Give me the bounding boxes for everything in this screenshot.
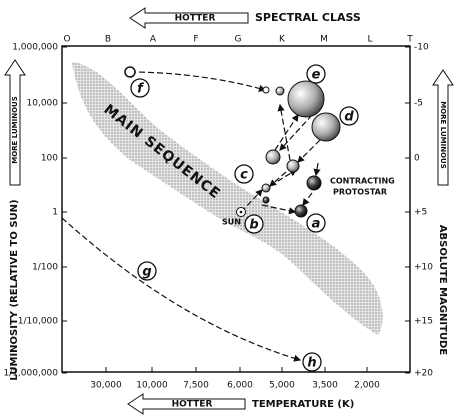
stage-marker [244, 214, 264, 234]
luminosity-label: 100 [41, 154, 58, 164]
stage-label: b [249, 218, 258, 233]
spectral-class: T [406, 35, 413, 45]
axis-title: LUMINOSITY (RELATIVE TO SUN) [9, 199, 20, 380]
stage-label: e [312, 68, 321, 83]
star [286, 159, 300, 173]
track [302, 192, 313, 206]
temperature-label: 3,500 [312, 381, 338, 391]
axis-title: TEMPERATURE (K) [252, 399, 354, 410]
magnitude-label: +5 [414, 208, 427, 218]
arrow-label: MORE LUMINOUS [439, 101, 447, 169]
luminosity-label: 1,000,000 [12, 43, 58, 53]
axis-title: ABSOLUTE MAGNITUDE [437, 225, 448, 356]
temperature-label: 30,000 [90, 381, 122, 391]
stage-label: f [137, 82, 145, 97]
arrow-label: MORE LUMINOUS [11, 96, 19, 164]
track [297, 139, 321, 163]
magnitude-label: +10 [414, 263, 433, 273]
track [240, 189, 263, 213]
star [287, 80, 325, 118]
star [311, 112, 341, 142]
star [262, 86, 270, 94]
spectral-class: G [235, 35, 242, 45]
temperature-label: 10,000 [136, 381, 168, 391]
arrow-label: HOTTER [175, 14, 216, 24]
track [274, 113, 299, 151]
magnitude-label: 0 [414, 154, 420, 164]
luminous-arrow [4, 59, 26, 186]
protostar [306, 175, 322, 191]
spectral-class: F [193, 35, 198, 45]
luminosity-label: 10,000 [27, 99, 59, 109]
magnitude-label: -5 [414, 99, 423, 109]
temperature-label: 6,000 [227, 381, 253, 391]
axis-title: SPECTRAL CLASS [255, 11, 361, 24]
luminous-arrow [432, 69, 454, 186]
magnitude-label: -10 [414, 43, 429, 53]
spectral-class: M [320, 35, 328, 45]
spectral-class: B [105, 35, 111, 45]
stage-marker [130, 78, 150, 98]
white-dwarf [124, 66, 136, 78]
temperature-label: 2,000 [354, 381, 380, 391]
track [61, 217, 302, 362]
luminosity-label: 1/100 [32, 263, 58, 273]
sun-dot [239, 210, 243, 214]
hotter-arrow [127, 393, 246, 415]
spectral-class: K [279, 35, 286, 45]
track [279, 114, 313, 151]
stage-marker [302, 352, 322, 372]
stage-label: c [240, 168, 248, 183]
track [129, 71, 267, 92]
star [275, 86, 285, 96]
stage-marker [306, 64, 326, 84]
protostar-label: PROTOSTAR [333, 188, 387, 197]
stage-label: d [344, 110, 354, 125]
stage-marker [234, 164, 254, 184]
stage-label: a [312, 217, 321, 232]
stage-marker [137, 261, 157, 281]
track [261, 204, 297, 215]
temperature-label: 5,000 [269, 381, 295, 391]
star [294, 204, 308, 218]
star [262, 196, 270, 204]
arrow-label: HOTTER [172, 400, 213, 410]
stage-marker [306, 213, 326, 233]
protostar-label: CONTRACTING [330, 177, 395, 186]
spectral-class: A [150, 35, 157, 45]
sun-label: SUN [222, 218, 241, 227]
star [265, 149, 281, 165]
stage-label: g [142, 265, 151, 280]
track [269, 171, 287, 187]
luminosity-label: 1/10,000 [18, 317, 59, 327]
main-sequence-band [72, 62, 383, 335]
spectral-class: L [367, 35, 372, 45]
magnitude-label: +20 [414, 369, 433, 379]
star [261, 183, 271, 193]
track [277, 103, 291, 161]
spectral-class: O [63, 35, 70, 45]
stage-marker [339, 106, 359, 126]
hotter-arrow [129, 7, 249, 29]
stage-label: h [307, 356, 316, 371]
luminosity-label: 1/1,000,000 [3, 369, 58, 379]
temperature-label: 7,500 [183, 381, 209, 391]
magnitude-label: +15 [414, 317, 433, 327]
luminosity-label: 1 [52, 208, 58, 218]
track [313, 162, 321, 177]
